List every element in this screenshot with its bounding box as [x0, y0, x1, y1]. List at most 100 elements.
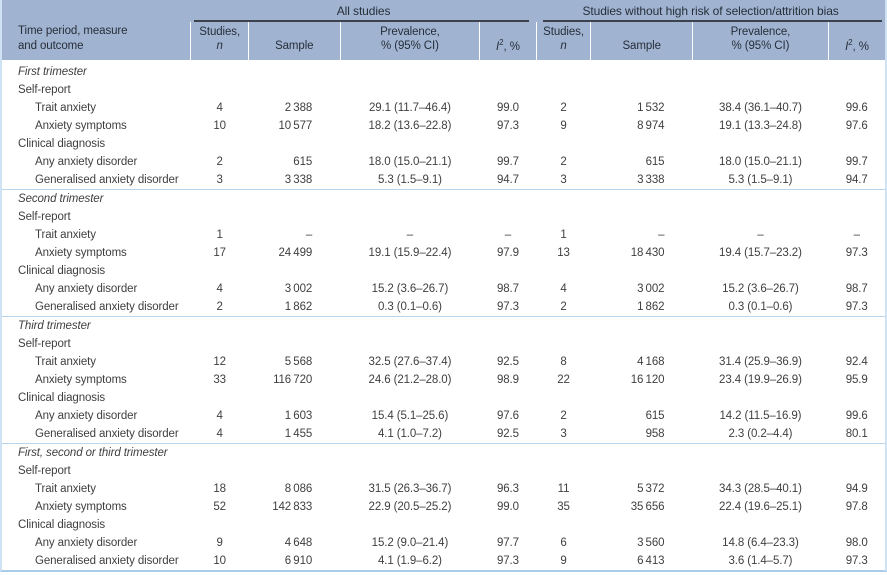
- col-header-studies-n-lowrisk: Studies, n: [535, 22, 591, 60]
- value-cell: 22: [557, 373, 570, 386]
- i2-sup: 2: [848, 37, 853, 47]
- value-cell: 22.4 (19.6–25.1): [719, 500, 802, 513]
- group-header-all-studies: All studies: [190, 0, 537, 22]
- table-row: Anxiety symptoms 52 142 833 22.9 (20.5–25.2…: [2, 498, 885, 516]
- value-cell: 94.9: [845, 482, 868, 495]
- value-cell: 98.7: [845, 282, 868, 295]
- value-cell: –: [757, 228, 764, 241]
- row-label: Generalised anxiety disorder: [35, 554, 179, 567]
- table-row: Any anxiety disorder 4 1 603 15.4 (5.1–25.6…: [2, 407, 885, 425]
- group-label-all-studies: All studies: [336, 4, 391, 18]
- value-cell: 99.7: [845, 155, 868, 168]
- value-cell: 99.0: [496, 101, 519, 114]
- value-cell: 17: [213, 246, 226, 259]
- value-cell: 92.4: [845, 355, 868, 368]
- value-cell: 5 568: [284, 355, 313, 368]
- subsection-row: Self-report: [2, 462, 885, 480]
- value-cell: 4: [216, 409, 223, 422]
- value-cell: 9: [560, 119, 567, 132]
- stub-header-line1: Time period, measure: [18, 25, 128, 38]
- value-cell: 29.1 (11.7–46.4): [368, 101, 451, 114]
- value-cell: 8 974: [637, 119, 665, 132]
- value-cell: 98.7: [496, 282, 519, 295]
- value-cell: 8: [560, 355, 567, 368]
- subsection-label: Clinical diagnosis: [18, 264, 106, 277]
- value-cell: 6 413: [637, 554, 665, 567]
- value-cell: 35 656: [630, 500, 665, 513]
- value-cell: 18.0 (15.0–21.1): [719, 155, 802, 168]
- row-label: Any anxiety disorder: [35, 536, 138, 549]
- section-title: Second trimester: [2, 188, 885, 208]
- value-cell: 18: [213, 482, 226, 495]
- value-cell: 95.9: [845, 373, 868, 386]
- section-title-row: First trimester: [2, 60, 885, 81]
- subsection-label: Self-report: [18, 210, 71, 223]
- value-cell: 92.5: [496, 355, 519, 368]
- subsection-label: Clinical diagnosis: [18, 391, 106, 404]
- subsection-label: Clinical diagnosis: [18, 518, 106, 531]
- value-cell: 1 455: [284, 427, 313, 440]
- value-cell: 3 002: [637, 282, 665, 295]
- value-cell: 18.2 (13.6–22.8): [368, 119, 452, 132]
- subsection-row: Clinical diagnosis: [2, 262, 885, 280]
- subsection-label: Self-report: [18, 83, 71, 96]
- value-cell: 3: [216, 173, 223, 186]
- value-cell: 2: [216, 155, 223, 168]
- value-cell: 4: [216, 101, 223, 114]
- table-row: Trait anxiety 18 8 086 31.5 (26.3–36.7) 96.3…: [2, 480, 885, 498]
- value-cell: 615: [645, 155, 665, 168]
- value-cell: 1 862: [637, 300, 665, 313]
- value-cell: 92.5: [496, 427, 519, 440]
- subsection-row: Self-report: [2, 335, 885, 353]
- subsection-label: Clinical diagnosis: [18, 137, 106, 150]
- studies-n-label: n: [216, 40, 223, 53]
- value-cell: 15.2 (9.0–21.4): [371, 536, 449, 549]
- value-cell: 3: [560, 427, 567, 440]
- value-cell: 32.5 (27.6–37.4): [368, 355, 452, 368]
- col-header-i2-all: I2, %: [479, 22, 537, 60]
- value-cell: 97.7: [496, 536, 519, 549]
- value-cell: 6 910: [284, 554, 313, 567]
- row-label: Trait anxiety: [35, 101, 96, 114]
- group-header-low-risk: Studies without high risk of selection/a…: [536, 0, 885, 22]
- value-cell: 3: [560, 173, 567, 186]
- value-cell: 3 002: [284, 282, 313, 295]
- value-cell: 3 560: [637, 536, 665, 549]
- col-header-sample-lowrisk: Sample: [590, 22, 693, 60]
- ci-label: % (95% CI): [731, 40, 790, 53]
- section-title: First, second or third trimester: [2, 442, 885, 462]
- table-row: Generalised anxiety disorder 2 1 862 0.3 (0…: [2, 298, 885, 317]
- value-cell: 14.2 (11.5–16.9): [719, 409, 802, 422]
- row-label: Anxiety symptoms: [35, 500, 127, 513]
- value-cell: 5.3 (1.5–9.1): [377, 173, 442, 186]
- table-row: Trait anxiety 1 – – – 1 – – –: [2, 226, 885, 244]
- value-cell: 22.9 (20.5–25.2): [368, 500, 452, 513]
- value-cell: 615: [293, 155, 313, 168]
- subsection-row: Clinical diagnosis: [2, 516, 885, 534]
- value-cell: 6: [560, 536, 567, 549]
- value-cell: 13: [557, 246, 570, 259]
- stub-header: Time period, measure and outcome: [2, 0, 191, 60]
- table-row: Trait anxiety 4 2 388 29.1 (11.7–46.4) 99.0 2…: [2, 99, 885, 117]
- subsection-row: Clinical diagnosis: [2, 135, 885, 153]
- value-cell: 11: [557, 482, 570, 495]
- row-label: Any anxiety disorder: [35, 409, 138, 422]
- row-label: Anxiety symptoms: [35, 246, 127, 259]
- value-cell: 98.9: [496, 373, 519, 386]
- value-cell: 2: [560, 155, 567, 168]
- value-cell: 96.3: [496, 482, 519, 495]
- col-header-prevalence-all: Prevalence, % (95% CI): [339, 22, 480, 60]
- value-cell: 5 372: [637, 482, 665, 495]
- table-row: Anxiety symptoms 10 10 577 18.2 (13.6–22.8)…: [2, 117, 885, 135]
- value-cell: 2: [560, 300, 567, 313]
- subsection-label: Self-report: [18, 464, 71, 477]
- value-cell: 80.1: [845, 427, 868, 440]
- row-label: Trait anxiety: [35, 228, 96, 241]
- value-cell: 0.3 (0.1–0.6): [728, 300, 793, 313]
- row-label: Trait anxiety: [35, 482, 96, 495]
- value-cell: 15.2 (3.6–26.7): [722, 282, 799, 295]
- value-cell: 4: [560, 282, 567, 295]
- value-cell: –: [504, 228, 512, 241]
- i2-rest: , %: [852, 40, 869, 53]
- value-cell: 10 577: [278, 119, 313, 132]
